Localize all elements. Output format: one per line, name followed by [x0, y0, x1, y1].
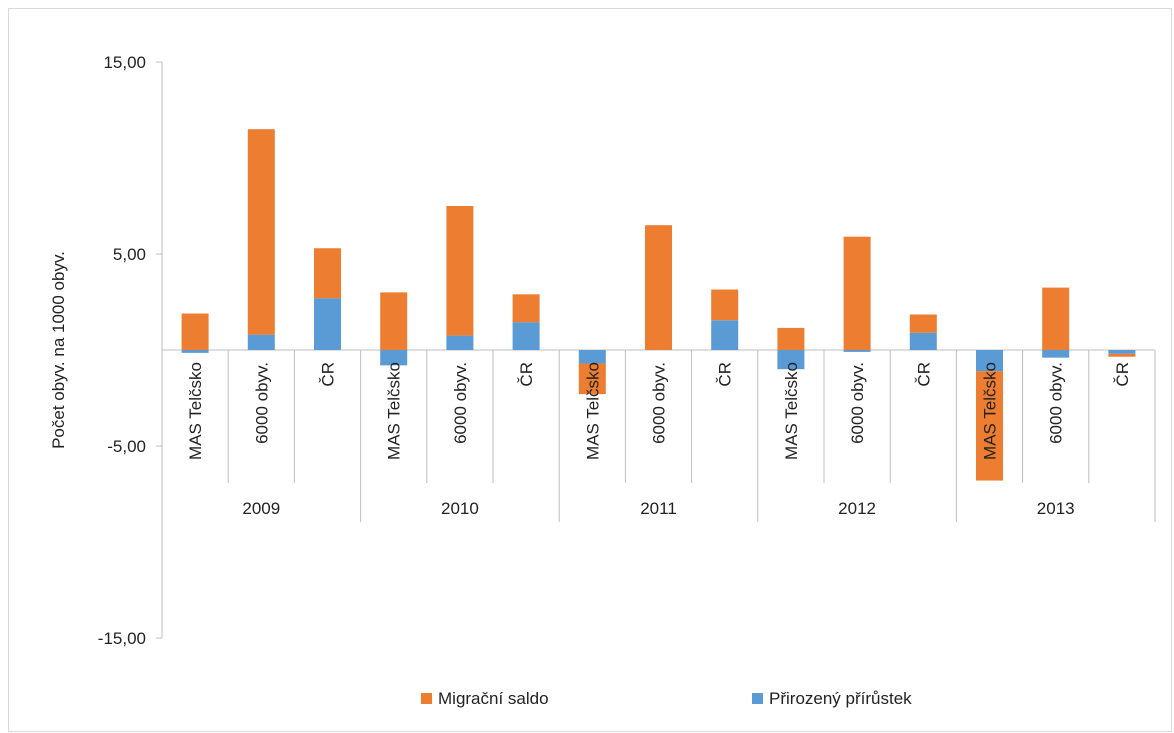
group-label: 2011	[640, 499, 677, 518]
bar-migracni-saldo	[976, 371, 1003, 481]
category-label: ČR	[1113, 362, 1132, 387]
y-tick-label: -5,00	[107, 437, 146, 456]
legend-item: Přirozený přírůstek	[752, 689, 912, 708]
category-label: MAS Telčsko	[583, 362, 602, 460]
bar-prirozeny-prirustek	[247, 334, 275, 350]
category-label: 6000 obyv.	[252, 362, 271, 444]
bar-prirozeny-prirustek	[512, 322, 540, 350]
y-tick-label: 15,00	[103, 53, 146, 72]
category-label: ČR	[319, 362, 338, 387]
category-label: MAS Telčsko	[782, 362, 801, 460]
legend-label: Migrační saldo	[438, 689, 549, 708]
y-axis-title: Počet obyv. na 1000 obyv.	[49, 251, 68, 449]
bar-migracni-saldo	[247, 129, 275, 335]
chart-frame	[8, 8, 1172, 732]
bar-prirozeny-prirustek	[843, 350, 871, 352]
category-label: 6000 obyv.	[451, 362, 470, 444]
legend-swatch	[752, 693, 763, 704]
bar-migracni-saldo	[446, 206, 474, 336]
bar-migracni-saldo	[1042, 287, 1070, 350]
bar-prirozeny-prirustek	[1108, 350, 1136, 354]
group-label: 2013	[1037, 499, 1075, 518]
bar-migracni-saldo	[1108, 353, 1136, 357]
bar-migracni-saldo	[645, 225, 672, 350]
bar-migracni-saldo	[578, 363, 606, 395]
category-label: ČR	[517, 362, 536, 387]
category-label: MAS Telčsko	[385, 362, 404, 460]
bar-migracni-saldo	[380, 292, 408, 350]
bar-prirozeny-prirustek	[314, 298, 341, 350]
legend-swatch	[421, 693, 432, 704]
bar-prirozeny-prirustek	[1042, 350, 1070, 358]
y-tick-label: 5,00	[113, 245, 146, 264]
bar-migracni-saldo	[909, 314, 937, 333]
bar-migracni-saldo	[512, 294, 540, 323]
bar-prirozeny-prirustek	[909, 332, 937, 350]
bar-prirozeny-prirustek	[578, 350, 606, 364]
category-label: MAS Telčsko	[186, 362, 205, 460]
y-tick-label: -15,00	[98, 629, 146, 648]
category-label: 6000 obyv.	[650, 362, 669, 444]
labels-layer: 15,00 5,00 -5,00 -15,00 Počet obyv. na 1000 …	[49, 53, 1132, 648]
category-label: MAS Telčsko	[981, 362, 1000, 460]
category-label: ČR	[716, 362, 735, 387]
bar-migracni-saldo	[843, 236, 871, 350]
axes-layer	[156, 61, 1156, 639]
category-label: 6000 obyv.	[848, 362, 867, 444]
group-label: 2010	[441, 499, 479, 518]
bar-migracni-saldo	[314, 248, 341, 299]
category-label: ČR	[914, 362, 933, 387]
bar-prirozeny-prirustek	[380, 350, 408, 366]
bar-migracni-saldo	[711, 289, 739, 321]
bars-layer	[181, 129, 1136, 481]
group-label: 2009	[242, 499, 280, 518]
bar-migracni-saldo	[181, 313, 209, 350]
category-label: 6000 obyv.	[1047, 362, 1066, 444]
bar-prirozeny-prirustek	[777, 350, 805, 370]
bar-migracni-saldo	[777, 327, 805, 350]
legend-label: Přirozený přírůstek	[769, 689, 912, 708]
legend: Migrační saldo Přirozený přírůstek	[421, 689, 912, 708]
bar-prirozeny-prirustek	[181, 350, 209, 353]
group-label: 2012	[838, 499, 876, 518]
bar-prirozeny-prirustek	[976, 350, 1003, 372]
bar-prirozeny-prirustek	[711, 320, 739, 350]
bar-prirozeny-prirustek	[446, 335, 474, 350]
legend-item: Migrační saldo	[421, 689, 549, 708]
